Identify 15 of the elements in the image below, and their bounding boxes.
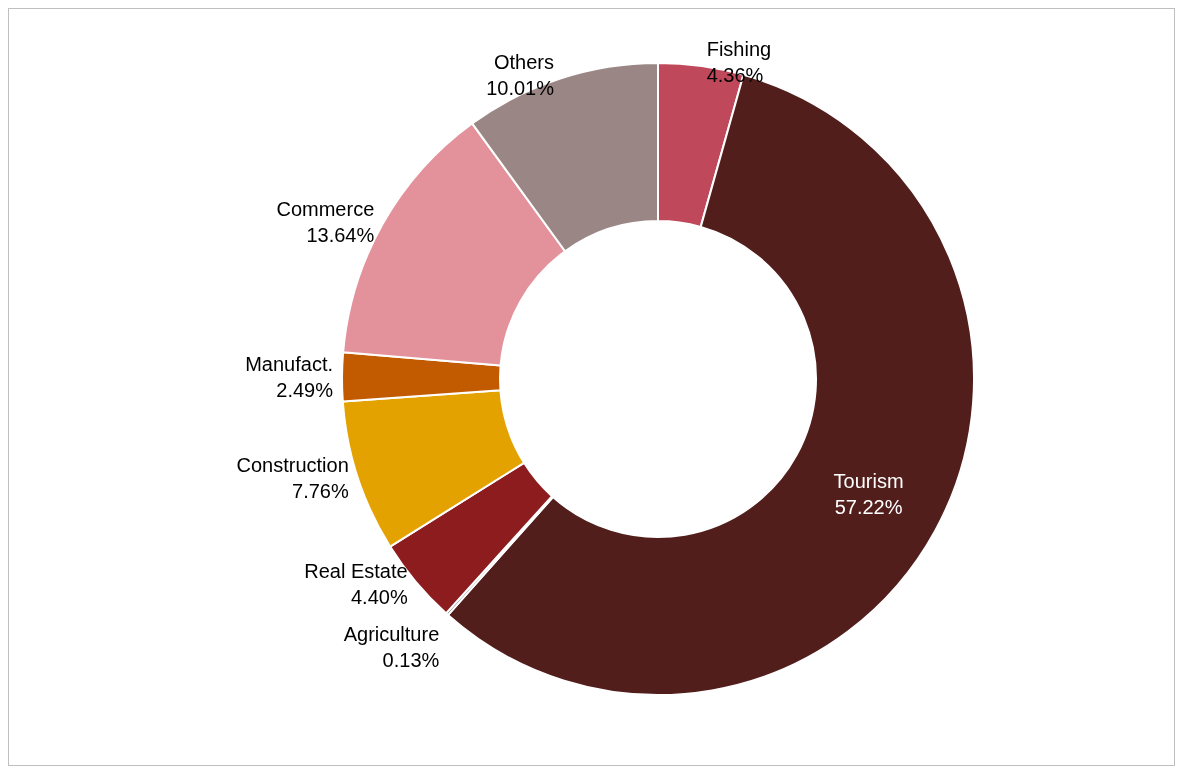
slice-label: Commerce xyxy=(276,197,375,220)
slice-label: Agriculture xyxy=(343,623,440,646)
slice-label: Real Estate xyxy=(304,560,408,583)
slice-label: Fishing xyxy=(706,38,772,60)
data-label: 13.64% xyxy=(306,223,375,246)
data-label: 0.13% xyxy=(382,649,440,672)
data-label: 4.40% xyxy=(350,586,408,609)
data-label: 10.01% xyxy=(486,76,555,99)
slice-label: Construction xyxy=(236,454,349,477)
data-label: 2.49% xyxy=(276,378,334,401)
data-label: 57.22% xyxy=(834,496,903,519)
slice-label: Others xyxy=(494,50,555,73)
slice-label: Tourism xyxy=(833,470,904,493)
data-label: 7.76% xyxy=(292,480,349,503)
slice-label: Manufact. xyxy=(245,352,334,375)
